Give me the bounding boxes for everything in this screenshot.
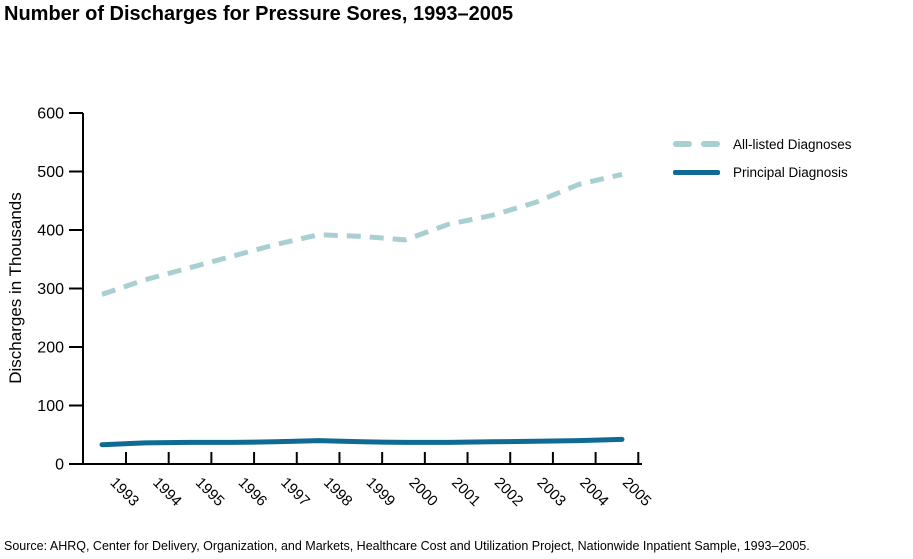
x-tick-label: 2005: [619, 474, 655, 510]
y-tick-label: 100: [37, 398, 64, 415]
dash-segment: [701, 141, 720, 147]
x-tick-label: 1993: [107, 474, 143, 510]
series-line-principal-diagnosis: [99, 436, 625, 448]
y-tick-label: 600: [37, 106, 64, 123]
solid-segment: [673, 169, 720, 175]
series-line-all-listed-diagnoses: [101, 171, 623, 297]
x-tick-label: 1997: [277, 474, 313, 510]
x-tick-label: 2000: [405, 474, 441, 510]
x-tick-label: 1994: [149, 474, 185, 510]
legend: All-listed Diagnoses Principal Diagnosis: [673, 136, 852, 180]
y-tick-label: 200: [37, 340, 64, 357]
legend-item-all-listed: All-listed Diagnoses: [673, 136, 852, 152]
legend-label-principal: Principal Diagnosis: [733, 164, 848, 180]
legend-swatch-solid-line: [673, 169, 720, 175]
chart-title: Number of Discharges for Pressure Sores,…: [4, 3, 514, 25]
x-tick-label: 1995: [192, 474, 228, 510]
y-tick-label: 400: [37, 223, 64, 240]
axis-frame: [82, 113, 642, 465]
y-tick-label: 300: [37, 281, 64, 298]
legend-swatch-dashed-line: [673, 141, 720, 147]
legend-item-principal: Principal Diagnosis: [673, 164, 852, 180]
x-tick-label: 2001: [448, 474, 484, 510]
x-tick-label: 2003: [533, 474, 569, 510]
x-tick-label: 1998: [320, 474, 356, 510]
x-tick-label: 1999: [363, 474, 399, 510]
x-tick-label: 1996: [235, 474, 271, 510]
dash-segment: [673, 141, 692, 147]
y-tick-label: 500: [37, 164, 64, 181]
legend-label-all-listed: All-listed Diagnoses: [733, 136, 852, 152]
source-note: Source: AHRQ, Center for Delivery, Organ…: [4, 539, 810, 553]
y-tick-label: 0: [55, 457, 64, 474]
x-tick-label: 2004: [576, 474, 612, 510]
x-tick-label: 2002: [491, 474, 527, 510]
